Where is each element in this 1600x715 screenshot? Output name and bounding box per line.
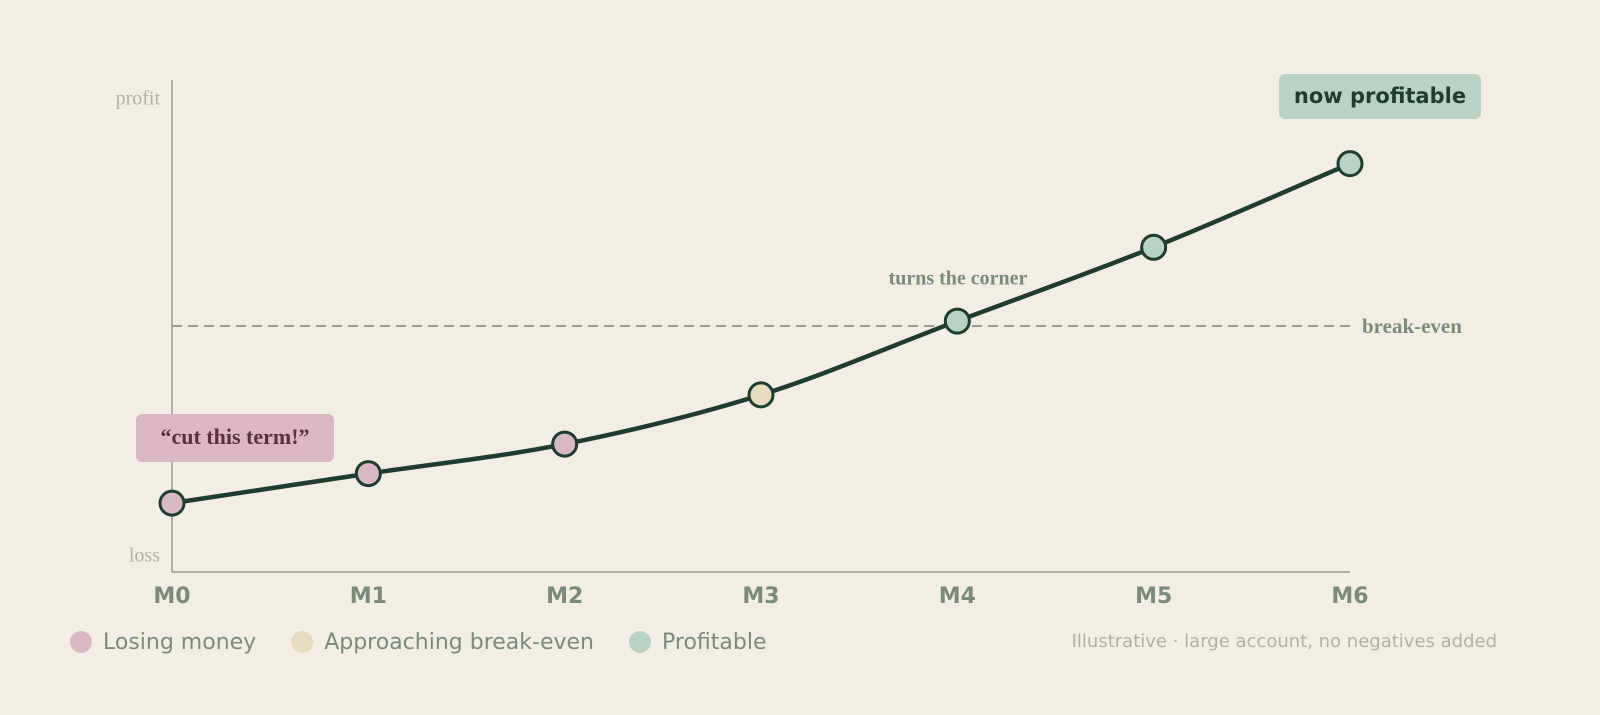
x-tick-label: M0	[153, 584, 190, 609]
point	[158, 489, 186, 517]
y-axis-bottom-label: loss	[129, 545, 160, 567]
point	[747, 381, 775, 409]
legend: Losing money Approaching break-even Profit…	[70, 630, 766, 655]
legend-swatch	[70, 631, 92, 653]
x-tick-label: M3	[742, 584, 779, 609]
annotation: turns the corner	[889, 268, 1028, 290]
x-tick-label: M1	[350, 584, 387, 609]
point	[1336, 150, 1364, 178]
break-even-label: break-even	[1362, 314, 1462, 338]
annotation: now profitable	[1294, 84, 1466, 108]
plot: M0 M1 M2 M3 M4 M5 M6	[153, 150, 1369, 609]
point	[1140, 233, 1168, 261]
reference: break-even	[172, 314, 1462, 338]
footnote: Illustrative · large account, no negativ…	[1072, 631, 1497, 652]
legend-label: Profitable	[662, 630, 766, 655]
x-tick-label: M5	[1135, 584, 1172, 609]
annotation: “cut this term!”	[160, 424, 309, 449]
legend-label: Approaching break-even	[324, 630, 594, 655]
point	[551, 430, 579, 458]
legend-label: Losing money	[103, 630, 256, 655]
x-tick-label: M4	[939, 584, 976, 609]
y-axis-top-label: profit	[116, 88, 161, 110]
x-tick-label: M2	[546, 584, 583, 609]
annotation-box	[136, 414, 334, 462]
x-tick-label: M6	[1331, 584, 1368, 609]
legend-swatch	[629, 631, 651, 653]
annotation-box	[1279, 74, 1481, 119]
point	[354, 460, 382, 488]
legend-swatch	[291, 631, 314, 653]
point	[943, 307, 971, 335]
line	[171, 161, 1351, 506]
